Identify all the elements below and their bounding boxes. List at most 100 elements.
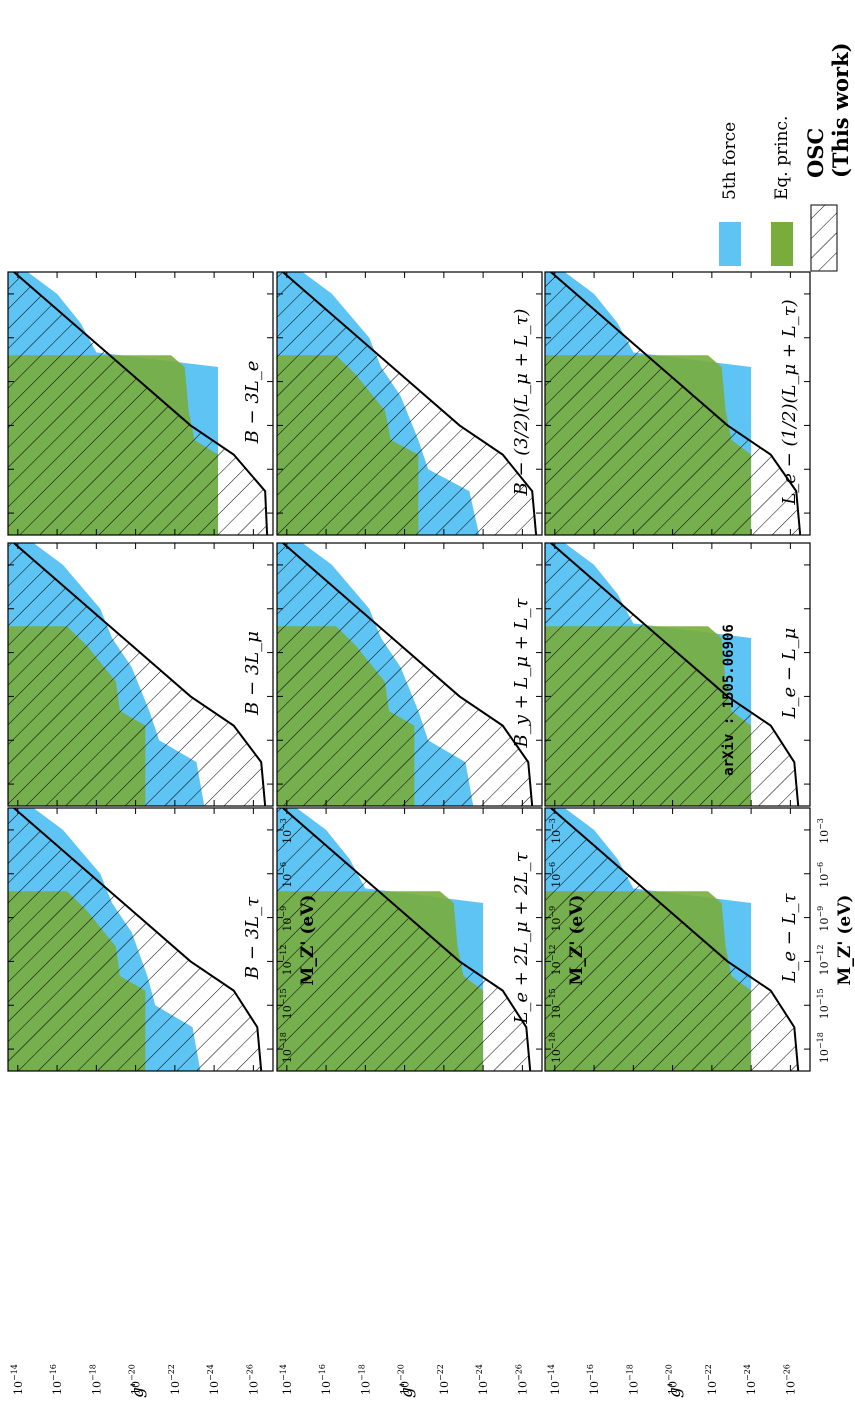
panel: L_e + 2L_μ + 2L_τ [276,807,543,1072]
osc-boundary-line [550,808,800,1071]
y-tick-label: 10−16 [318,1364,333,1395]
x-tick-label: 10−18 [816,1032,831,1063]
osc-boundary-line [550,543,800,806]
panel-label: L_e − (1/2)(L_μ + L_τ) [779,299,800,505]
legend-swatch [719,222,741,266]
x-tick-label: 10−18 [548,1032,563,1063]
x-tick-label: 10−9 [816,906,831,932]
y-tick-label: 10−26 [514,1364,529,1395]
x-tick-label: 10−6 [548,862,563,888]
osc-boundary-line [13,543,267,806]
y-tick-label: 10−14 [10,1364,25,1395]
x-tick-label: 10−15 [816,988,831,1019]
panel-label: B − 3L_μ [242,631,263,716]
osc-hatch-region [545,272,801,535]
panel: L_e − (1/2)(L_μ + L_τ) [544,271,811,536]
panel-label: L_e − L_μ [779,628,800,720]
x-tick-label: 10−15 [548,988,563,1019]
panel-frame [544,542,811,807]
legend: 5th force Eq. princ. OSC (This work) [719,42,853,272]
y-tick-label: 10−22 [436,1364,451,1395]
legend-swatch [771,222,793,266]
x-tick-label: 10−9 [548,906,563,932]
x-tick-label: 10−3 [548,818,563,844]
osc-boundary-line [282,808,532,1071]
osc-boundary-line [282,272,538,535]
x-tick-label: 10−6 [279,862,294,888]
panel: L_e − L_τ [544,807,811,1072]
panel: B − 3L_τ [7,807,274,1072]
y-tick-label: 10−16 [586,1364,601,1395]
panel-label: B − (3/2)(L_μ + L_τ) [511,309,532,497]
y-tick-label: 10−18 [357,1364,372,1395]
osc-boundary-line [13,272,269,535]
y-tick-label: 10−14 [279,1364,294,1395]
x-axis-label: M_Z' (eV) [567,895,587,986]
osc-hatch-region [545,808,799,1071]
y-tick-label: 10−24 [206,1364,221,1395]
y-tick-label: 10−24 [743,1364,758,1395]
panel-label: B − 3L_τ [242,896,263,980]
x-axis-label: M_Z' (eV) [298,895,318,986]
panel-label: B − 3L_e [242,361,263,445]
y-tick-label: 10−14 [547,1364,562,1395]
arxiv-annotation: arXiv : 1505.06906 [721,624,737,776]
y-tick-label: 10−20 [665,1364,680,1395]
y-tick-label: 10−20 [397,1364,412,1395]
x-tick-label: 10−9 [279,906,294,932]
legend-osc-swatch [810,204,838,272]
panel-frame [7,271,274,536]
panel: B_y + L_μ + L_τ [276,542,543,807]
panel: B − 3L_e [7,271,274,536]
y-axis-label: g' [665,1382,685,1398]
y-tick-label: 10−18 [625,1364,640,1395]
x-tick-label: 10−6 [816,862,831,888]
osc-hatch-region [277,808,531,1071]
y-tick-label: 10−24 [475,1364,490,1395]
panel: B − (3/2)(L_μ + L_τ) [276,271,543,536]
osc-boundary-line [282,543,534,806]
legend-osc-sub: (This work) [828,42,853,178]
x-axis-label: M_Z' (eV) [835,895,855,986]
osc-hatch-region [8,808,262,1071]
osc-hatch-region [545,543,799,806]
panel-frame [7,542,274,807]
osc-hatch-region [8,543,266,806]
panel-frame [276,542,543,807]
y-tick-label: 10−20 [128,1364,143,1395]
osc-boundary-line [13,808,263,1071]
panel-frame [276,807,543,1072]
osc-boundary-line [550,272,802,535]
panel-frame [544,807,811,1072]
y-axis-label: g' [128,1382,148,1398]
x-tick-label: 10−12 [816,945,831,976]
y-tick-label: 10−18 [88,1364,103,1395]
panel-label: B_y + L_μ + L_τ [511,597,532,748]
y-tick-label: 10−26 [782,1364,797,1395]
panel-frame [544,271,811,536]
panel: L_e − L_μ [544,542,811,807]
osc-hatch-region [277,543,533,806]
x-tick-label: 10−18 [279,1032,294,1063]
y-axis-label: g' [397,1382,417,1398]
legend-label: Eq. princ. [772,116,792,200]
panel-frame [276,271,543,536]
legend-label: 5th force [720,122,740,200]
y-tick-label: 10−26 [245,1364,260,1395]
y-tick-label: 10−16 [49,1364,64,1395]
osc-hatch-region [8,272,268,535]
x-tick-label: 10−3 [279,818,294,844]
x-tick-label: 10−3 [816,818,831,844]
panel-frame [7,807,274,1072]
panel-label: L_e + 2L_μ + 2L_τ [511,851,532,1024]
y-tick-label: 10−22 [704,1364,719,1395]
legend-osc-label: OSC [803,128,828,178]
x-tick-label: 10−12 [279,945,294,976]
x-tick-label: 10−15 [279,988,294,1019]
panel: B − 3L_μ [7,542,274,807]
x-tick-label: 10−12 [548,945,563,976]
y-tick-label: 10−22 [167,1364,182,1395]
osc-hatch-region [277,272,537,535]
panel-label: L_e − L_τ [779,892,800,983]
